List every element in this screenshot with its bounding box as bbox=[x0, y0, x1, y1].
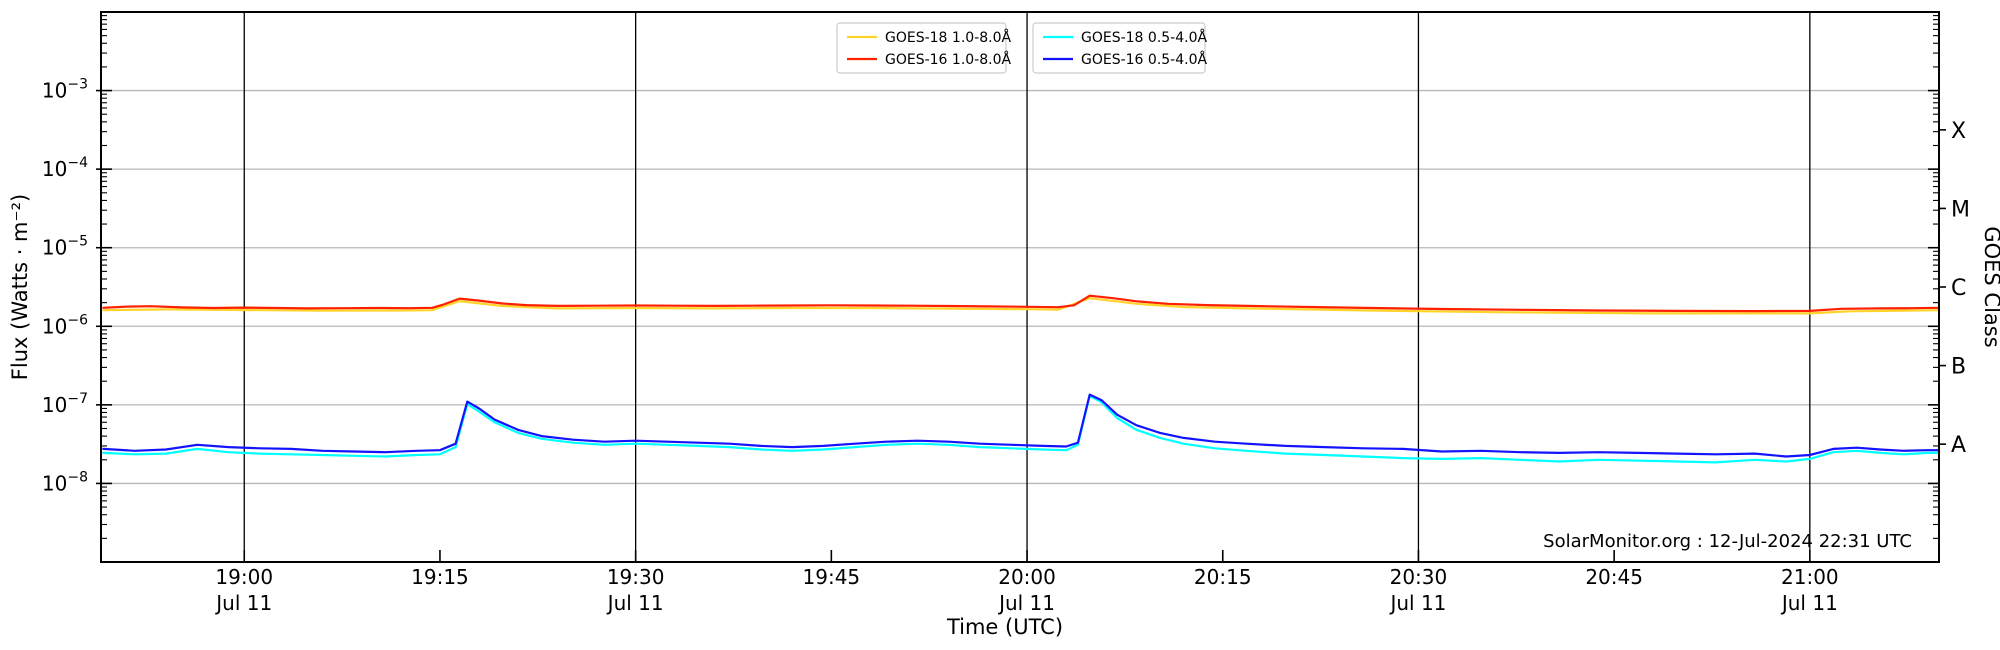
series-line-goes18_short bbox=[102, 394, 1941, 464]
x-tick-label: 19:45 bbox=[803, 565, 861, 589]
series-line-goes18_long bbox=[102, 297, 1941, 315]
legend-box: GOES-18 1.0-8.0Å GOES-16 1.0-8.0Å bbox=[836, 22, 1011, 74]
x-date-label: Jul 11 bbox=[606, 591, 664, 615]
legend-frame bbox=[1032, 22, 1206, 74]
x-date-label: Jul 11 bbox=[1780, 591, 1838, 615]
x-date-label: Jul 11 bbox=[1388, 591, 1446, 615]
legend-label-goes16_short: GOES-16 0.5-4.0Å bbox=[1081, 51, 1207, 68]
goes-class-label: C bbox=[1951, 276, 1966, 301]
x-axis-title: Time (UTC) bbox=[946, 615, 1063, 639]
legend-label-goes18_long: GOES-18 1.0-8.0Å bbox=[885, 29, 1011, 46]
series-line-goes16_long bbox=[102, 294, 1941, 313]
x-tick-label: 19:15 bbox=[411, 565, 469, 589]
x-tick-label: 19:00 bbox=[215, 565, 273, 589]
legend-frame bbox=[836, 22, 1007, 74]
goes-class-label: X bbox=[1951, 119, 1966, 144]
x-tick-label: 20:00 bbox=[998, 565, 1056, 589]
x-date-label: Jul 11 bbox=[997, 591, 1055, 615]
watermark-text: SolarMonitor.org : 12-Jul-2024 22:31 UTC bbox=[1543, 531, 1912, 552]
goes-class-label: B bbox=[1951, 355, 1966, 380]
goes-class-label: A bbox=[1951, 433, 1966, 458]
right-axis-title: GOES Class bbox=[1980, 226, 2000, 347]
x-tick-label: 19:30 bbox=[607, 565, 665, 589]
goes-class-label: M bbox=[1951, 197, 1970, 222]
x-tick-label: 20:45 bbox=[1585, 565, 1643, 589]
y-axis-title: Flux (Watts · m⁻²) bbox=[8, 194, 32, 380]
legend-label-goes16_long: GOES-16 1.0-8.0Å bbox=[885, 51, 1011, 68]
x-tick-label: 21:00 bbox=[1781, 565, 1839, 589]
series-line-goes16_short bbox=[102, 393, 1941, 458]
legend-box: GOES-18 0.5-4.0Å GOES-16 0.5-4.0Å bbox=[1032, 22, 1207, 74]
x-date-label: Jul 11 bbox=[214, 591, 272, 615]
x-tick-label: 20:15 bbox=[1194, 565, 1252, 589]
x-tick-label: 20:30 bbox=[1390, 565, 1448, 589]
legend-label-goes18_short: GOES-18 0.5-4.0Å bbox=[1081, 29, 1207, 46]
